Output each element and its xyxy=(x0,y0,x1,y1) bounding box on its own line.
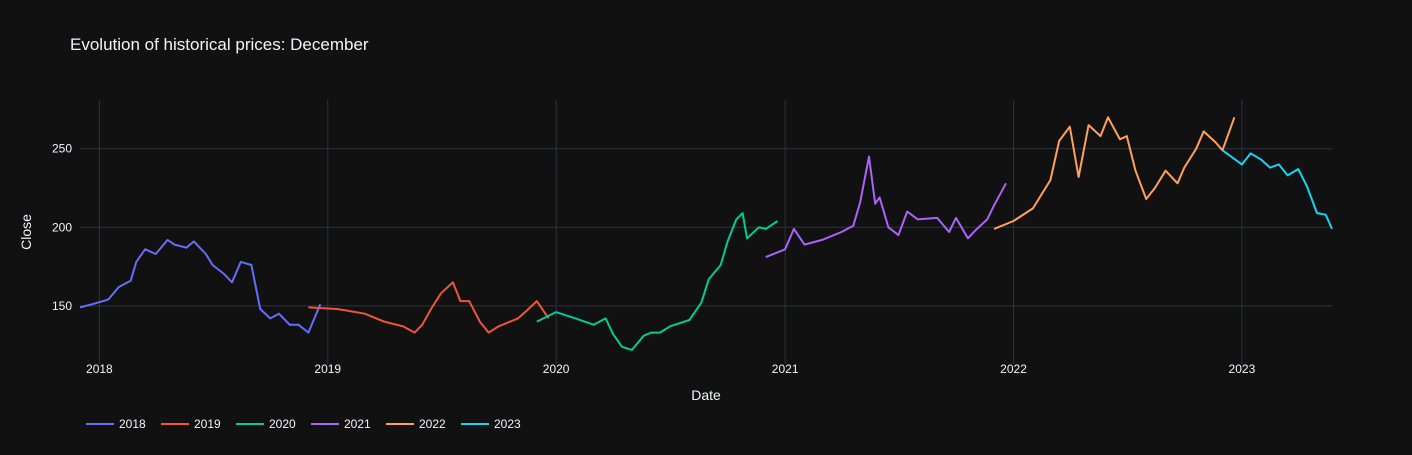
y-tick-label: 250 xyxy=(52,142,72,156)
legend-label: 2019 xyxy=(194,417,221,431)
legend-label: 2018 xyxy=(119,417,146,431)
y-tick-label: 200 xyxy=(52,220,72,234)
y-tick-label: 150 xyxy=(52,299,72,313)
series-line-2020[interactable] xyxy=(536,212,779,351)
legend: 2018 2019 2020 2021 2022 2023 xyxy=(86,417,521,431)
series-line-2021[interactable] xyxy=(765,155,1007,259)
x-tick-label: 2021 xyxy=(772,362,799,376)
legend-item-2023[interactable]: 2023 xyxy=(461,417,521,431)
series-line-2018[interactable] xyxy=(79,238,322,334)
legend-label: 2022 xyxy=(419,417,446,431)
y-axis-title: Close xyxy=(18,214,34,250)
axes: 2018 2019 2020 2021 2022 2023 150 200 250 xyxy=(52,142,1256,376)
legend-item-2021[interactable]: 2021 xyxy=(311,417,371,431)
legend-item-2020[interactable]: 2020 xyxy=(236,417,296,431)
chart-title: Evolution of historical prices: December xyxy=(70,35,369,54)
x-tick-label: 2018 xyxy=(86,362,113,376)
legend-item-2018[interactable]: 2018 xyxy=(86,417,146,431)
legend-label: 2023 xyxy=(494,417,521,431)
x-tick-label: 2019 xyxy=(314,362,341,376)
x-tick-label: 2022 xyxy=(1000,362,1027,376)
legend-label: 2020 xyxy=(269,417,296,431)
legend-item-2019[interactable]: 2019 xyxy=(161,417,221,431)
series-lines xyxy=(79,116,1333,351)
legend-label: 2021 xyxy=(344,417,371,431)
grid xyxy=(80,100,1332,364)
x-tick-label: 2023 xyxy=(1229,362,1256,376)
x-tick-label: 2020 xyxy=(543,362,570,376)
x-axis-title: Date xyxy=(691,387,721,403)
series-line-2023[interactable] xyxy=(1221,149,1333,230)
legend-item-2022[interactable]: 2022 xyxy=(386,417,446,431)
series-line-2019[interactable] xyxy=(308,281,550,334)
series-line-2022[interactable] xyxy=(993,116,1236,230)
